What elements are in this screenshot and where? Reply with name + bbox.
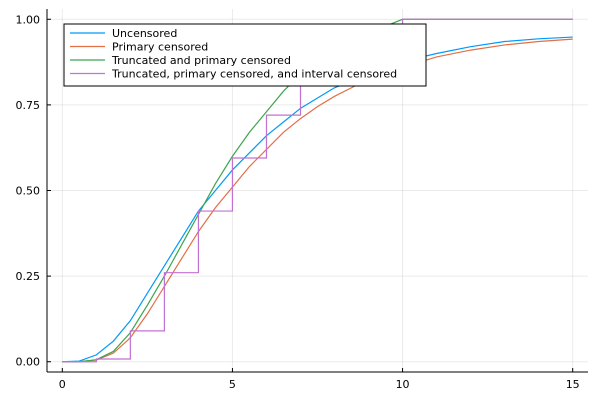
- y-tick-label: 0.25: [16, 270, 41, 283]
- legend-label: Primary censored: [112, 41, 208, 54]
- series-lines: [62, 18, 573, 363]
- series-line-1: [62, 36, 573, 363]
- x-tick-label: 5: [229, 378, 236, 391]
- legend-box: [63, 23, 427, 87]
- legend-label: Truncated and primary censored: [111, 54, 291, 67]
- y-tick-label: 0.00: [16, 356, 41, 369]
- x-tick-label: 15: [566, 378, 580, 391]
- legend-label: Uncensored: [112, 27, 177, 40]
- y-tick-label: 0.75: [16, 99, 41, 112]
- x-tick-label: 0: [59, 378, 66, 391]
- axes: 0 5 10 15 0.00 0.25 0.50 0.75 1.00: [16, 9, 588, 391]
- y-tick-label: 1.00: [16, 13, 41, 26]
- x-tick-label: 10: [396, 378, 410, 391]
- legend-label: Truncated, primary censored, and interva…: [111, 68, 397, 81]
- series-line-4: [62, 18, 573, 363]
- y-tick-label: 0.50: [16, 185, 41, 198]
- series-line-2: [62, 38, 573, 363]
